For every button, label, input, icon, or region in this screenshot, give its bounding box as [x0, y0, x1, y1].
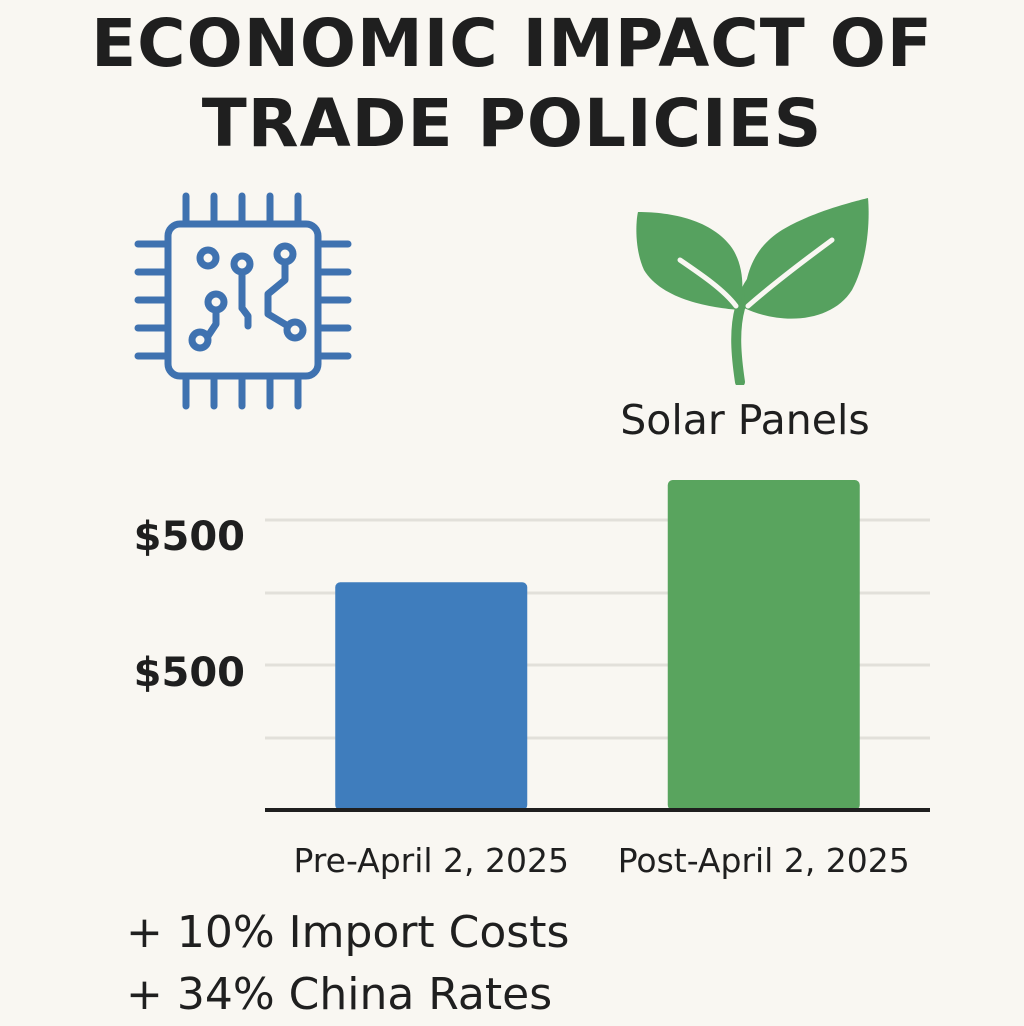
- title-line-2: TRADE POLICIES: [201, 85, 823, 162]
- bar-pre: [335, 582, 528, 810]
- title-line-1: ECONOMIC IMPACT OF: [91, 5, 933, 82]
- page-title: ECONOMIC IMPACT OF TRADE POLICIES: [0, 4, 1024, 164]
- bar-chart: $500 $500 Pre-April 2, 2025 Post-April 2, 2…: [134, 480, 930, 880]
- note-china-rates: + 34% China Rates: [126, 969, 553, 1020]
- y-tick-label: $500: [134, 650, 245, 696]
- note-import-costs: + 10% Import Costs: [126, 907, 570, 958]
- leaf-sprout-icon: [636, 198, 869, 385]
- bar-post: [667, 480, 860, 810]
- x-tick-label: Post-April 2, 2025: [618, 841, 910, 880]
- circuit-chip-icon: [134, 192, 352, 410]
- category-label: Solar Panels: [620, 396, 870, 444]
- y-tick-label: $500: [134, 514, 245, 560]
- x-tick-label: Pre-April 2, 2025: [293, 841, 569, 880]
- policy-notes: + 10% Import Costs + 34% China Rates: [126, 902, 569, 1026]
